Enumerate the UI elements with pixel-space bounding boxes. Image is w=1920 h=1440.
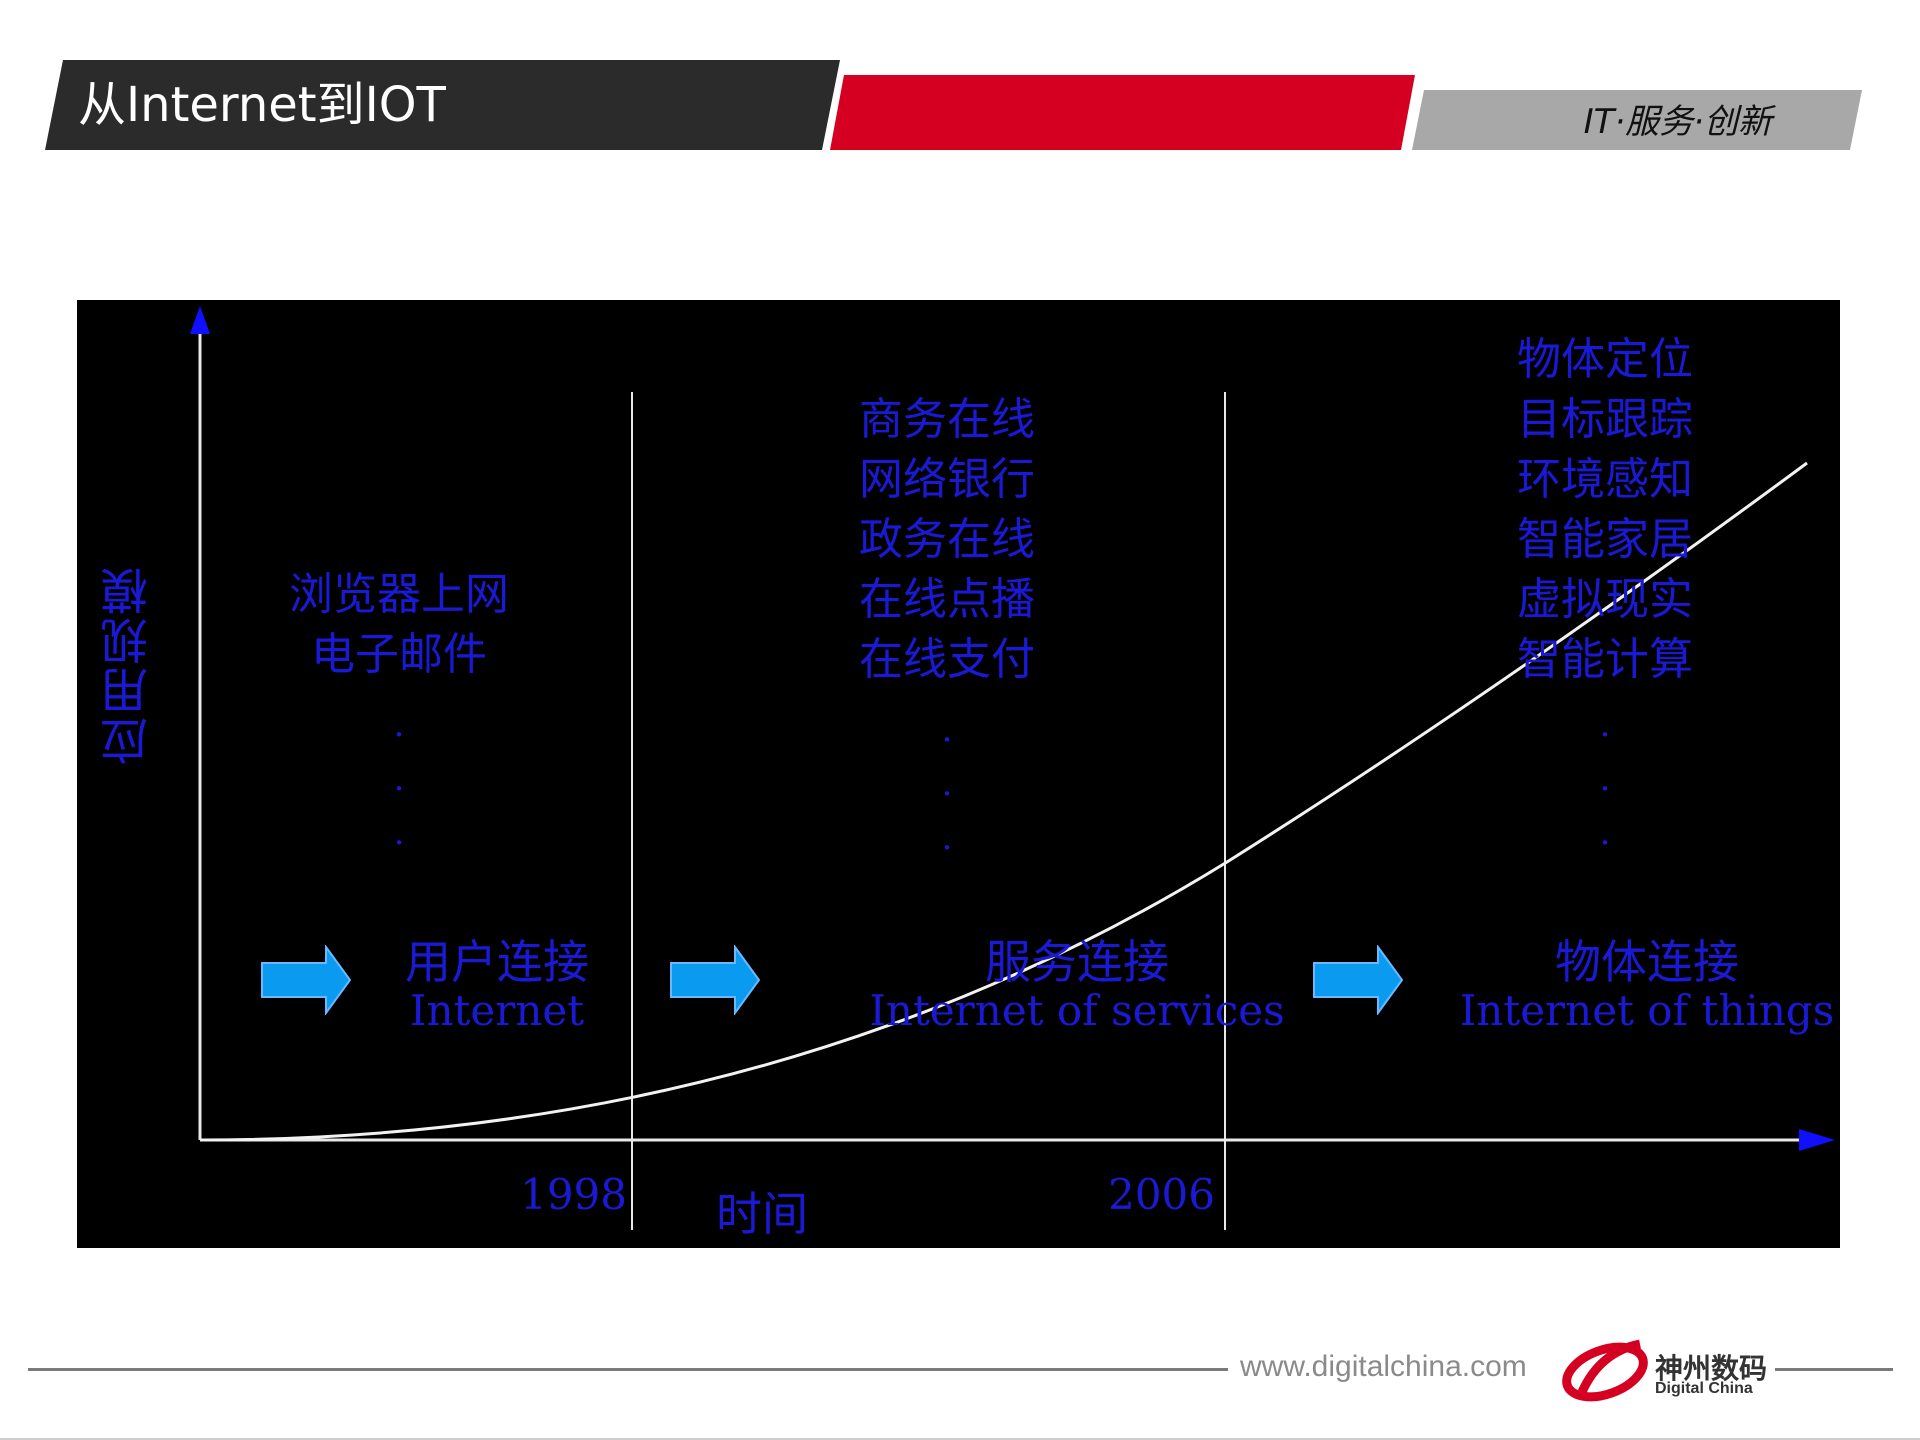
year-label-1998: 1998 bbox=[520, 1170, 627, 1219]
phase-2-item: 网络银行 bbox=[859, 454, 1035, 505]
evolution-diagram: 应用规模 浏览器上网 电子邮件 . . . 用户连接 Internet 商务在线… bbox=[77, 300, 1840, 1248]
ellipsis-dot: . bbox=[1599, 759, 1611, 799]
phase-1-dots: . . . bbox=[369, 698, 429, 860]
phase-3-item: 智能计算 bbox=[1517, 634, 1693, 685]
ellipsis-dot: . bbox=[1599, 813, 1611, 853]
x-axis-label: 时间 bbox=[716, 1187, 808, 1241]
phase-1-items: 浏览器上网 电子邮件 bbox=[249, 565, 549, 685]
phase-1-item: 浏览器上网 bbox=[289, 569, 509, 620]
header-red-bar bbox=[830, 75, 1415, 150]
page-title: 从Internet到IOT bbox=[78, 77, 446, 133]
ellipsis-dot: . bbox=[393, 759, 405, 799]
ellipsis-dot: . bbox=[393, 705, 405, 745]
header-grey-bar bbox=[1412, 90, 1862, 150]
y-axis-arrowhead-icon bbox=[190, 306, 210, 334]
blue-right-arrow-icon bbox=[261, 945, 352, 1015]
phase-2-dots: . . . bbox=[917, 703, 977, 865]
footer-brand-en: Digital China bbox=[1655, 1380, 1753, 1397]
phase-2-item: 在线点播 bbox=[859, 574, 1035, 625]
growth-curve bbox=[199, 461, 1808, 1142]
footer-url: www.digitalchina.com bbox=[1240, 1350, 1527, 1383]
phase-2-title-en: Internet of services bbox=[869, 986, 1285, 1035]
phase-3-title-cn: 物体连接 bbox=[1555, 935, 1739, 989]
ellipsis-dot: . bbox=[941, 764, 953, 804]
phase-3-dots: . . . bbox=[1575, 698, 1635, 860]
footer-brand-cn: 神州数码 bbox=[1655, 1352, 1768, 1385]
ellipsis-dot: . bbox=[393, 813, 405, 853]
phase-2-item: 政务在线 bbox=[859, 514, 1035, 565]
header-slogan: IT·服务·创新 bbox=[1583, 102, 1772, 142]
footer-divider-right bbox=[1775, 1368, 1893, 1371]
phase-3-title-en: Internet of things bbox=[1459, 986, 1835, 1035]
phase-1-item: 电子邮件 bbox=[311, 629, 487, 680]
x-axis-arrowhead-icon bbox=[1799, 1129, 1835, 1151]
phase-3-items: 物体定位 目标跟踪 环境感知 智能家居 虚拟现实 智能计算 bbox=[1455, 330, 1755, 690]
phase-3-item: 目标跟踪 bbox=[1517, 394, 1693, 445]
phase-2-items: 商务在线 网络银行 政务在线 在线点播 在线支付 bbox=[797, 390, 1097, 690]
phase-3-item: 环境感知 bbox=[1517, 454, 1693, 505]
phase-1-title-cn: 用户连接 bbox=[405, 935, 589, 989]
phase-3-item: 虚拟现实 bbox=[1517, 574, 1693, 625]
year-label-2006: 2006 bbox=[1108, 1170, 1215, 1219]
diagram-axes-and-curve bbox=[190, 306, 1835, 1230]
blue-right-arrow-icon bbox=[1313, 945, 1404, 1015]
digital-china-logo-icon bbox=[1562, 1339, 1648, 1402]
y-axis-label: 应用规模 bbox=[101, 565, 157, 765]
phase-2-item: 商务在线 bbox=[859, 394, 1035, 445]
ellipsis-dot: . bbox=[941, 818, 953, 858]
footer-divider-left bbox=[28, 1368, 1228, 1371]
page-bottom-rule bbox=[0, 1438, 1920, 1440]
phase-1-title-en: Internet bbox=[409, 986, 585, 1035]
header-dark-bar bbox=[45, 60, 840, 150]
phase-3-item: 智能家居 bbox=[1517, 514, 1693, 565]
phase-2-item: 在线支付 bbox=[859, 634, 1035, 685]
ellipsis-dot: . bbox=[941, 710, 953, 750]
phase-3-item: 物体定位 bbox=[1517, 334, 1693, 385]
phase-2-title-cn: 服务连接 bbox=[985, 935, 1169, 989]
ellipsis-dot: . bbox=[1599, 705, 1611, 745]
blue-right-arrow-icon bbox=[670, 945, 761, 1015]
